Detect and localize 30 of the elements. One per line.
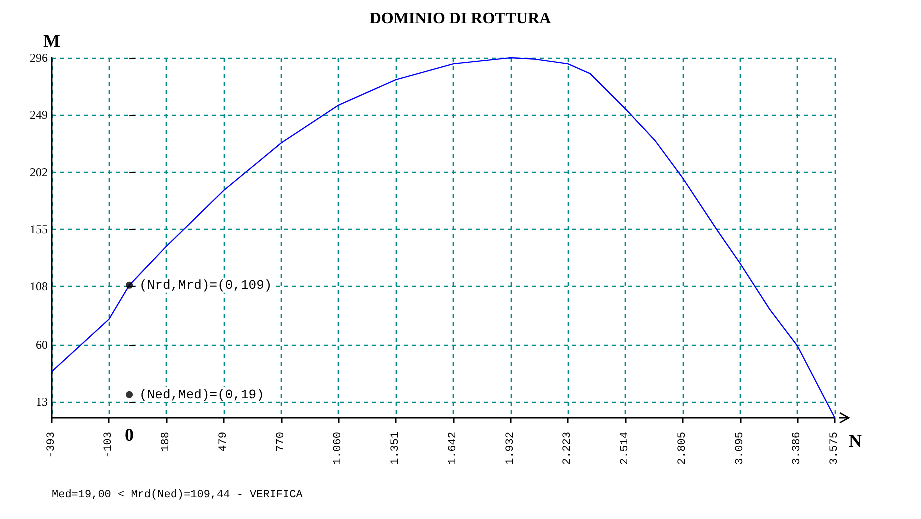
y-tick-label: 249 — [30, 108, 48, 122]
x-tick-label: 188 — [160, 432, 173, 452]
x-tick-label: 2.514 — [620, 432, 632, 466]
y-tick-label: 13 — [36, 395, 48, 410]
x-tick-label: 3.575 — [829, 432, 841, 466]
y-tick-label: 155 — [30, 222, 48, 236]
x-tick-label: 3.095 — [734, 432, 746, 466]
text: Med=19,00 < Mrd(Ned)=109,44 - VERIFICA — [52, 490, 304, 502]
y-tick-label: 296 — [30, 51, 48, 65]
annotation: (Nrd,Mrd)=(0,109) — [140, 278, 272, 293]
y-axis-title: M — [44, 31, 60, 51]
y-tick-label: 108 — [30, 280, 48, 294]
x-tick-label: 3.386 — [792, 432, 804, 466]
x-tick-label: 479 — [218, 432, 230, 452]
y-tick-label: 202 — [30, 165, 48, 180]
chart-title: DOMINIO DI ROTTURA — [370, 10, 552, 28]
annotation: (Ned,Med)=(0,19) — [140, 387, 264, 402]
x-tick-label: 1.351 — [390, 432, 402, 466]
text: 0 — [125, 425, 134, 445]
line-series — [51, 57, 836, 419]
x-tick-label: 2.223 — [562, 432, 574, 466]
x-axis-title: N — [849, 431, 862, 451]
x-tick-label: 1.932 — [504, 432, 517, 466]
x-tick-label: -103 — [103, 432, 116, 458]
x-tick-label: 770 — [275, 432, 288, 452]
x-tick-label: 2.805 — [677, 432, 690, 466]
x-tick-label: 1.642 — [448, 432, 460, 466]
x-tick-label: 1.060 — [332, 432, 345, 466]
x-tick-label: -393 — [46, 432, 58, 458]
y-tick-label: 60 — [36, 338, 48, 352]
